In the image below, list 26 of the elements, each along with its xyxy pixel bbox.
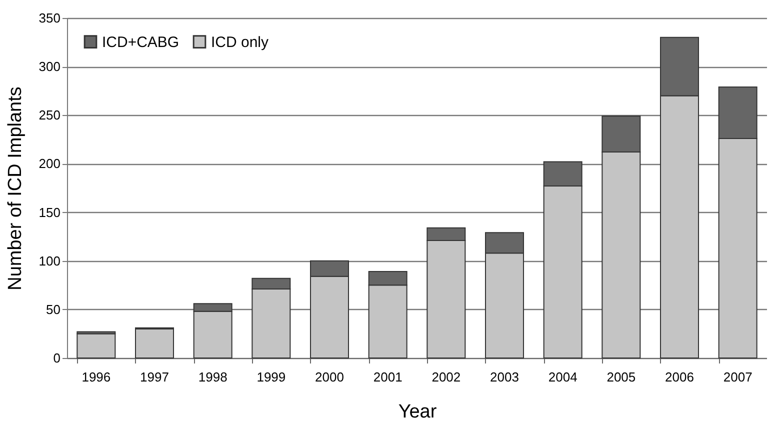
x-tick-label: 1998: [198, 370, 228, 384]
x-tick-label: 2007: [723, 370, 752, 384]
x-tick-label: 2004: [548, 370, 578, 384]
x-tick-label: 2000: [315, 370, 344, 384]
bar: [135, 328, 174, 358]
bar: [76, 333, 116, 358]
x-tick-label: 2001: [373, 370, 402, 384]
legend-label: ICD+CABG: [102, 34, 180, 51]
y-tick-label: 100: [38, 253, 60, 268]
x-tick-label: 2005: [606, 370, 636, 384]
x-tick-label: 2003: [490, 370, 519, 384]
legend-label: ICD only: [211, 34, 270, 51]
x-axis-title: Year: [398, 402, 438, 422]
y-tick-label: 0: [53, 350, 60, 366]
x-tick-label: 2006: [665, 370, 694, 384]
y-tick-label: 150: [38, 204, 60, 220]
x-tick-label: 1997: [140, 370, 169, 384]
x-tick-label: 1999: [256, 370, 286, 384]
y-axis-title: Number of ICD Implants: [4, 86, 26, 290]
y-tick-label: 50: [46, 302, 60, 317]
x-tick-label: 1996: [82, 370, 111, 384]
y-tick-label: 350: [38, 10, 60, 26]
y-tick-label: 300: [38, 59, 60, 74]
y-tick-label: 250: [38, 108, 60, 123]
y-tick-label: 200: [38, 156, 60, 172]
x-tick-label: 2002: [432, 370, 461, 384]
